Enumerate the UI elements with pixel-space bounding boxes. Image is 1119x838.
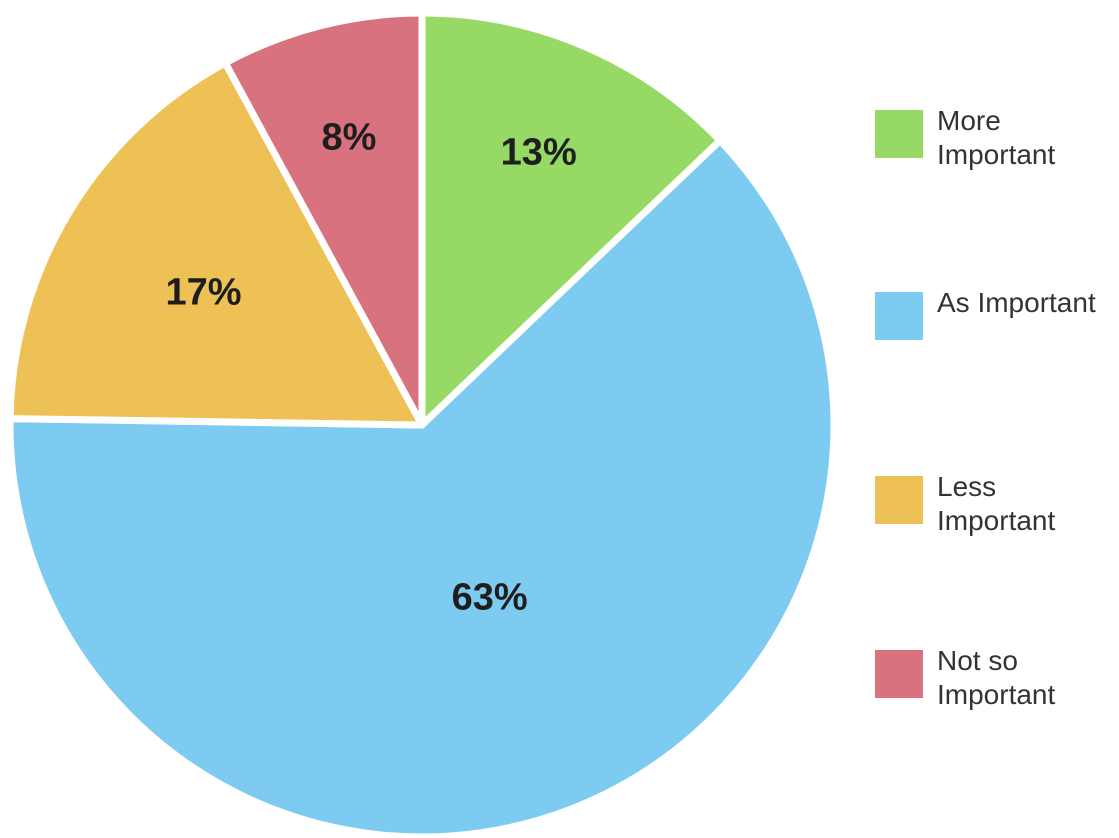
legend-label-more-important: More Important [937, 105, 1056, 170]
pie-slice-label-as-important: 63% [452, 577, 528, 619]
legend-item-as-important: As Important [875, 286, 1115, 366]
pie-slice-more-important [418, 9, 724, 429]
pie-slice-not-so-important [221, 9, 426, 429]
legend-swatch-not-so-important [875, 650, 923, 698]
pie-slice-label-not-so-important: 8% [321, 116, 376, 158]
legend-label-as-important: As Important [937, 287, 1096, 318]
legend-label-less-important: Less Important [937, 471, 1056, 536]
legend-swatch-more-important [875, 110, 923, 158]
legend-label-not-so-important: Not so Important [937, 645, 1056, 710]
pie-slice-as-important [6, 137, 838, 838]
pie-slice-label-more-important: 13% [501, 131, 577, 173]
pie-chart-plot: 13% 63% 17% 8% [6, 9, 838, 838]
legend-swatch-less-important [875, 476, 923, 524]
legend-item-not-so-important: Not so Important [875, 644, 1115, 724]
legend-item-more-important: More Important [875, 104, 1115, 184]
legend-swatch-as-important [875, 292, 923, 340]
legend-item-less-important: Less Important [875, 470, 1115, 550]
pie-slice-label-less-important: 17% [165, 272, 241, 314]
pie-slice-less-important [6, 59, 426, 429]
